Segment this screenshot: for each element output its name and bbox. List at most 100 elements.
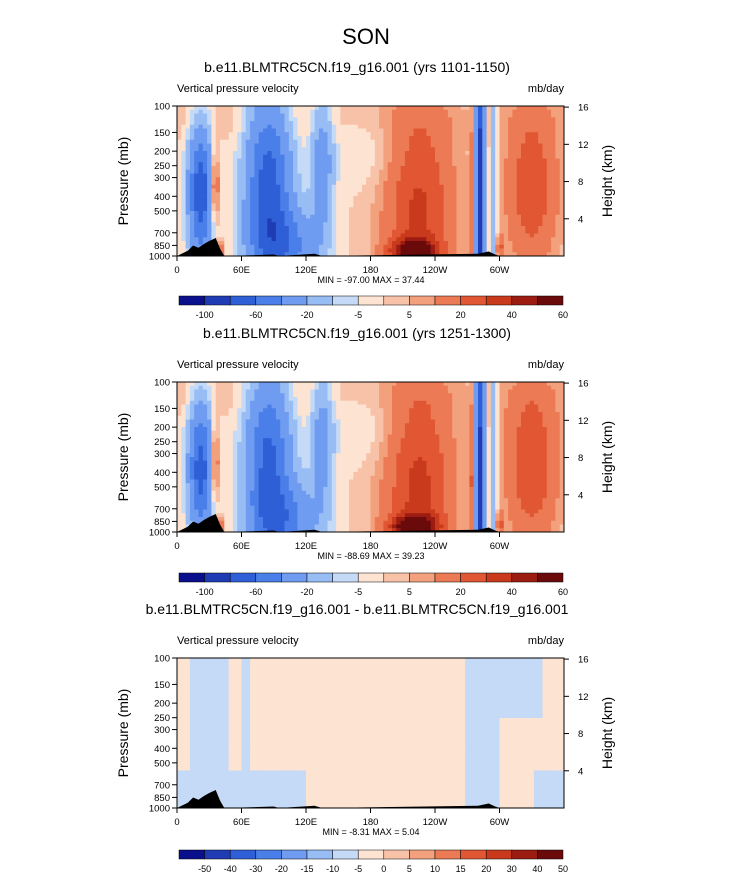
field-cell xyxy=(503,415,509,420)
field-cell xyxy=(443,106,449,111)
field-cell xyxy=(293,412,298,417)
field-cell xyxy=(353,222,358,227)
field-cell xyxy=(267,151,272,156)
field-cell xyxy=(387,136,393,141)
field-cell xyxy=(177,423,182,428)
field-cell xyxy=(185,393,191,398)
field-cell xyxy=(267,147,272,152)
field-cell xyxy=(189,124,195,129)
field-cell xyxy=(374,415,380,420)
field-cell xyxy=(512,121,518,126)
field-cell xyxy=(353,177,358,182)
field-cell xyxy=(439,203,444,208)
field-cell xyxy=(439,389,444,394)
colorbar-label: 60 xyxy=(558,310,568,320)
field-cell xyxy=(258,404,264,409)
field-cell xyxy=(267,415,272,420)
field-cell xyxy=(443,430,449,435)
field-cell xyxy=(374,181,380,186)
field-cell xyxy=(344,408,350,413)
field-cell xyxy=(551,415,556,420)
field-cell xyxy=(529,233,535,238)
field-cell xyxy=(439,106,444,111)
field-cell xyxy=(211,412,217,417)
field-cell xyxy=(465,400,470,405)
field-cell xyxy=(185,241,191,246)
field-cell xyxy=(370,173,376,178)
field-cell xyxy=(349,434,354,439)
field-cell xyxy=(301,196,307,201)
field-cell xyxy=(396,408,401,413)
field-cell xyxy=(533,203,539,208)
field-cell xyxy=(499,397,505,402)
field-cell xyxy=(443,404,449,409)
field-cell xyxy=(245,400,251,405)
field-cell xyxy=(512,404,518,409)
field-cell xyxy=(306,430,311,435)
field-cell xyxy=(447,192,453,197)
field-cell xyxy=(323,154,328,159)
field-cell xyxy=(177,154,182,159)
field-cell xyxy=(435,177,440,182)
field-cell xyxy=(344,113,350,118)
field-cell xyxy=(490,241,496,246)
field-cell xyxy=(379,169,384,174)
field-cell xyxy=(366,128,371,133)
field-cell xyxy=(263,415,268,420)
field-cell xyxy=(469,229,475,234)
field-cell xyxy=(323,184,328,189)
field-cell xyxy=(538,397,543,402)
field-cell xyxy=(546,177,552,182)
field-cell xyxy=(465,226,470,231)
field-cell xyxy=(237,229,242,234)
field-cell xyxy=(241,400,247,405)
field-cell xyxy=(422,222,427,227)
field-cell xyxy=(198,412,204,417)
field-cell xyxy=(288,389,294,394)
field-cell xyxy=(241,419,247,424)
field-cell xyxy=(288,177,294,182)
field-cell xyxy=(215,154,221,159)
field-cell xyxy=(177,218,182,223)
field-cell xyxy=(529,393,535,398)
field-cell xyxy=(486,397,492,402)
field-cell xyxy=(336,229,341,234)
field-cell xyxy=(512,222,518,227)
field-cell xyxy=(465,244,470,249)
field-cell xyxy=(542,113,548,118)
field-cell xyxy=(263,184,268,189)
field-cell xyxy=(435,248,440,253)
field-cell xyxy=(220,237,225,242)
field-cell xyxy=(478,136,483,141)
field-cell xyxy=(310,181,315,186)
field-cell xyxy=(456,430,462,435)
field-cell xyxy=(413,218,419,223)
field-cell xyxy=(241,430,247,435)
field-cell xyxy=(280,106,285,111)
field-cell xyxy=(344,400,350,405)
field-cell xyxy=(215,415,221,420)
field-cell xyxy=(232,199,238,204)
field-cell xyxy=(288,252,294,257)
field-cell xyxy=(447,109,453,114)
field-cell xyxy=(284,211,290,216)
field-cell xyxy=(323,226,328,231)
field-cell xyxy=(288,147,294,152)
field-cell xyxy=(185,132,191,137)
field-cell xyxy=(327,136,333,141)
field-cell xyxy=(503,162,509,167)
field-cell xyxy=(374,423,380,428)
field-cell xyxy=(194,389,199,394)
field-cell xyxy=(503,136,509,141)
field-cell xyxy=(198,382,204,387)
field-cell xyxy=(529,248,535,253)
field-cell xyxy=(318,121,324,126)
field-cell xyxy=(232,430,238,435)
field-cell xyxy=(366,412,371,417)
field-cell xyxy=(331,132,337,137)
field-cell xyxy=(361,106,367,111)
field-cell xyxy=(482,154,487,159)
field-cell xyxy=(306,199,311,204)
field-cell xyxy=(482,393,487,398)
field-cell xyxy=(435,430,440,435)
